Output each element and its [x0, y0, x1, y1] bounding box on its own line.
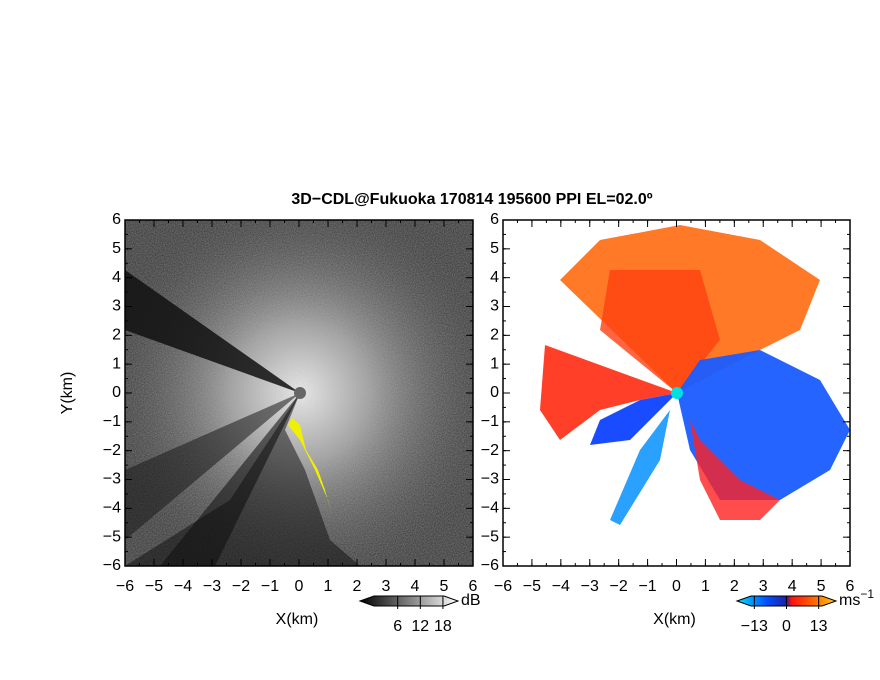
x-tick-label: −3 [203, 578, 221, 595]
y-tick-label: −2 [481, 442, 499, 459]
y-tick-label: −4 [103, 500, 121, 517]
colorbar-unit: ms−1 [839, 587, 874, 609]
y-tick-label: 0 [112, 384, 121, 401]
velocity-image [503, 220, 850, 566]
y-tick-label: −4 [481, 500, 499, 517]
x-tick-label: −5 [145, 578, 163, 595]
y-tick-label: −6 [481, 557, 499, 574]
x-tick-label: −6 [116, 578, 134, 595]
colorbar-tick-label: 12 [411, 618, 429, 635]
x-tick-label: −2 [610, 578, 628, 595]
reflectivity-image [125, 220, 473, 566]
y-tick-label: −1 [481, 413, 499, 430]
colorbar [358, 595, 460, 607]
x-tick-label: 2 [730, 578, 739, 595]
y-tick-label: −1 [103, 413, 121, 430]
y-tick-label: −6 [103, 557, 121, 574]
y-tick-label: 1 [112, 355, 121, 372]
x-tick-label: 1 [701, 578, 710, 595]
x-tick-label: −6 [494, 578, 512, 595]
x-tick-label: 4 [411, 578, 420, 595]
x-tick-label: 3 [759, 578, 768, 595]
x-tick-label: 5 [440, 578, 449, 595]
x-tick-label: 3 [382, 578, 391, 595]
y-tick-label: −5 [103, 528, 121, 545]
x-tick-label: 0 [672, 578, 681, 595]
y-tick-label: −2 [103, 442, 121, 459]
y-tick-label: 3 [112, 298, 121, 315]
x-axis-label: X(km) [653, 611, 696, 628]
colorbar-tick-label: −13 [741, 618, 768, 635]
x-tick-label: −4 [552, 578, 570, 595]
colorbar-tick-label: 6 [393, 618, 402, 635]
x-tick-label: −1 [638, 578, 656, 595]
y-tick-label: 4 [112, 269, 121, 286]
y-tick-label: 1 [490, 355, 499, 372]
y-tick-label: 5 [490, 240, 499, 257]
chart-title: 3D−CDL@Fukuoka 170814 195600 PPI EL=02.0… [291, 191, 652, 208]
x-tick-label: −5 [523, 578, 541, 595]
x-tick-label: −2 [232, 578, 250, 595]
x-tick-label: 6 [846, 578, 855, 595]
colorbar-tick-label: 0 [782, 618, 791, 635]
y-tick-label: −3 [481, 471, 499, 488]
y-axis-label: Y(km) [59, 372, 76, 415]
y-tick-label: 6 [112, 211, 121, 228]
colorbar-tick-label: 18 [434, 618, 452, 635]
x-tick-label: 5 [817, 578, 826, 595]
y-tick-label: 6 [490, 211, 499, 228]
x-tick-label: −1 [261, 578, 279, 595]
x-axis-label: X(km) [276, 611, 319, 628]
y-tick-label: −5 [481, 528, 499, 545]
y-tick-label: 0 [490, 384, 499, 401]
x-tick-label: 4 [788, 578, 797, 595]
y-tick-label: 3 [490, 298, 499, 315]
x-tick-label: 6 [469, 578, 478, 595]
x-tick-label: −3 [581, 578, 599, 595]
colorbar-unit: dB [461, 592, 481, 609]
y-tick-label: 2 [490, 327, 499, 344]
unit-exponent: −1 [860, 587, 874, 601]
x-tick-label: 2 [353, 578, 362, 595]
y-tick-label: 4 [490, 269, 499, 286]
x-tick-label: −4 [174, 578, 192, 595]
y-tick-label: 2 [112, 327, 121, 344]
x-tick-label: 0 [295, 578, 304, 595]
x-tick-label: 1 [324, 578, 333, 595]
y-tick-label: −3 [103, 471, 121, 488]
colorbar-tick-label: 13 [810, 618, 828, 635]
y-tick-label: 5 [112, 240, 121, 257]
